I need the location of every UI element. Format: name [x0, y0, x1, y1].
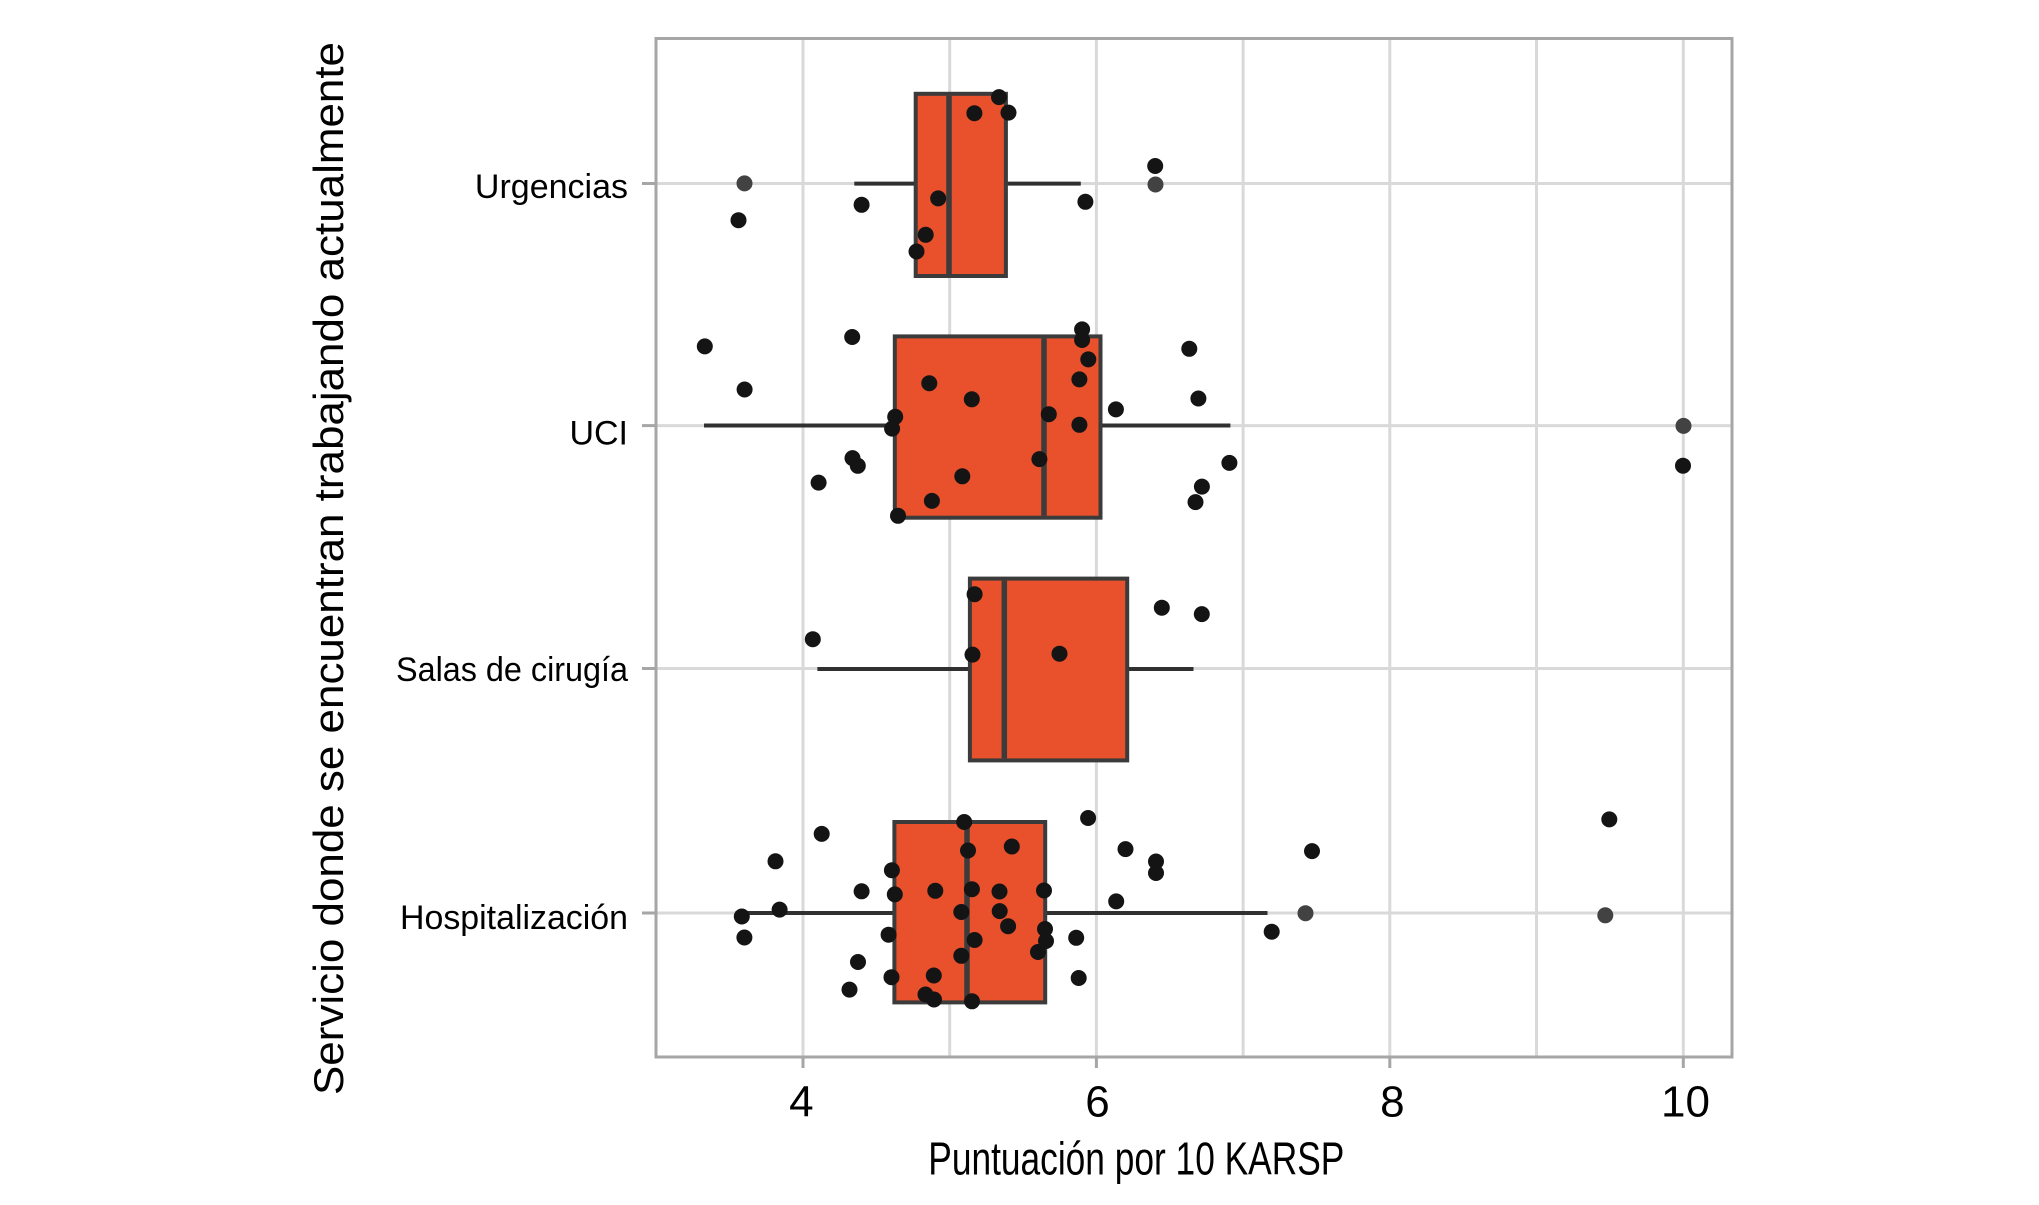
svg-text:4: 4 — [789, 1077, 813, 1126]
svg-text:UCI: UCI — [569, 415, 628, 453]
svg-text:8: 8 — [1380, 1077, 1404, 1126]
svg-text:6: 6 — [1085, 1077, 1109, 1126]
svg-text:Urgencias: Urgencias — [475, 168, 628, 206]
svg-text:Salas de cirugía: Salas de cirugía — [396, 651, 628, 689]
svg-text:Hospitalización: Hospitalización — [400, 899, 628, 937]
svg-text:10: 10 — [1661, 1077, 1710, 1126]
svg-text:Servicio donde se encuentran t: Servicio donde se encuentran trabajando … — [305, 42, 352, 1095]
svg-text:Puntuación por 10 KARSP: Puntuación por 10 KARSP — [928, 1133, 1344, 1185]
